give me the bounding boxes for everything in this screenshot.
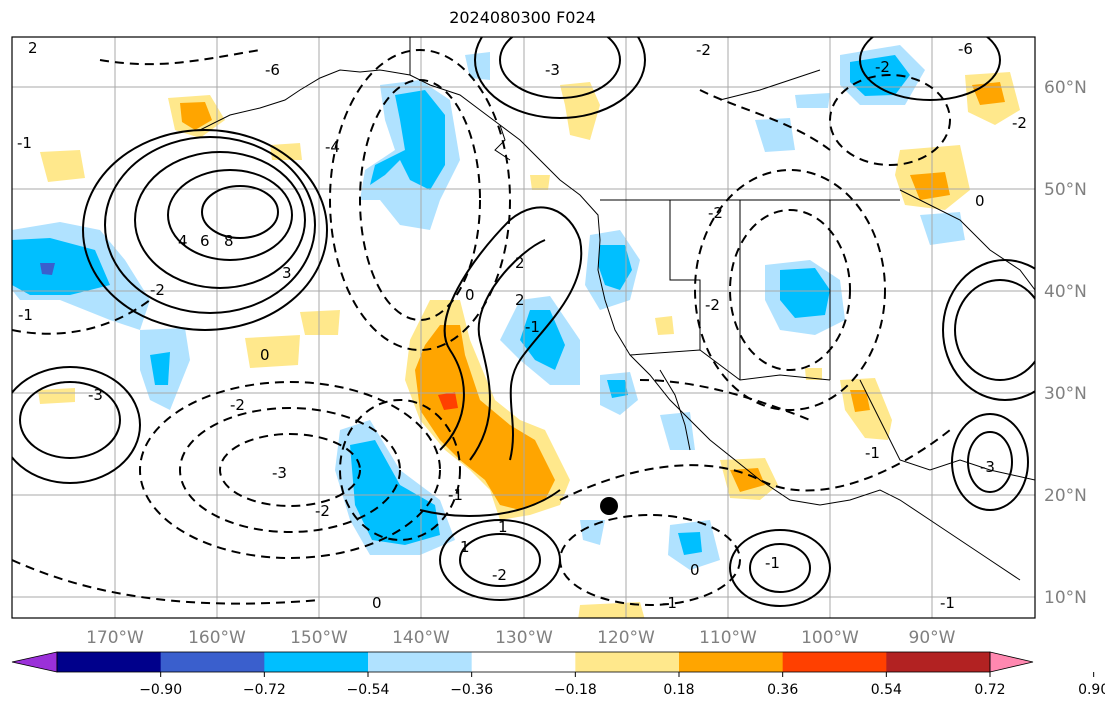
colorbar-tick-label: 0.90 xyxy=(1078,682,1105,698)
contour-label: 0 xyxy=(260,346,270,364)
contour-label: -2 xyxy=(492,566,507,584)
contour-label: -2 xyxy=(708,204,723,222)
contour-label: -2 xyxy=(315,502,330,520)
map-frame xyxy=(11,36,1036,619)
colorbar-tick-label: −0.36 xyxy=(450,682,493,698)
contour-label: 0 xyxy=(465,286,475,304)
contour-label: -2 xyxy=(1012,114,1027,132)
contour-label: -1 xyxy=(765,554,780,572)
contour-label: 3 xyxy=(282,264,292,282)
lon-label: 130°W xyxy=(495,628,553,648)
lat-label: 30°N xyxy=(1044,384,1087,404)
contour-label: -1 xyxy=(448,486,463,504)
colorbar-tick-label: −0.72 xyxy=(243,682,286,698)
contour-label: 0 xyxy=(975,192,985,210)
contour-label: -3 xyxy=(272,464,287,482)
lon-label: 140°W xyxy=(392,628,450,648)
lon-label: 110°W xyxy=(699,628,757,648)
contour-label: -1 xyxy=(940,594,955,612)
colorbar-swatch xyxy=(160,652,265,672)
colorbar-frame xyxy=(56,651,991,673)
colorbar-swatch xyxy=(886,652,991,672)
lon-label: 90°W xyxy=(909,628,956,648)
lat-label: 10°N xyxy=(1044,588,1087,608)
contour-label: 6 xyxy=(200,232,210,250)
contour-label: 8 xyxy=(224,232,234,250)
contour-labels: 2 -2 -6 -2 -3 -1 4 6 8 3 -4 -3 -2 0 2 -2… xyxy=(17,39,1027,612)
colorbar-tick-label: 0.72 xyxy=(974,682,1005,698)
colorbar-extend-low xyxy=(11,651,58,673)
contour-label: 4 xyxy=(178,232,188,250)
contour-label: -6 xyxy=(265,61,280,79)
colorbar-tick-label: −0.90 xyxy=(139,682,182,698)
lon-label: 120°W xyxy=(597,628,655,648)
colorbar-tick-label: −0.18 xyxy=(554,682,597,698)
lat-label: 20°N xyxy=(1044,486,1087,506)
lat-label: 60°N xyxy=(1044,78,1087,98)
contour-label: 2 xyxy=(28,39,38,57)
contour-label: -6 xyxy=(958,40,973,58)
contour-label: -3 xyxy=(980,458,995,476)
contour-label: -4 xyxy=(325,138,340,156)
contour-label: 1 xyxy=(460,538,470,556)
colorbar-swatch xyxy=(575,652,680,672)
negative-shading xyxy=(12,45,965,570)
contour-label: -2 xyxy=(875,58,890,76)
latitude-labels: 60°N 50°N 40°N 30°N 20°N 10°N xyxy=(1044,78,1087,608)
storm-center-dot xyxy=(600,497,618,515)
positive-shading xyxy=(38,72,1020,618)
colorbar-swatch xyxy=(57,652,162,672)
lon-label: 170°W xyxy=(86,628,144,648)
contour-label: -3 xyxy=(545,61,560,79)
lon-label: 150°W xyxy=(290,628,348,648)
contour-label: -3 xyxy=(88,386,103,404)
colorbar-swatch xyxy=(471,652,576,672)
contour-label: 0 xyxy=(372,594,382,612)
contour-label: -1 xyxy=(18,306,33,324)
colorbar-ticks: −0.90 −0.72 −0.54 −0.36 −0.18 0.18 0.36 0.54 0.7… xyxy=(139,672,1105,698)
contour-label: 1 xyxy=(498,518,508,536)
contour-label: -1 xyxy=(865,444,880,462)
colorbar-swatch xyxy=(264,652,369,672)
graticule xyxy=(12,37,1035,618)
lon-label: 100°W xyxy=(801,628,859,648)
colorbar-tick-label: 0.36 xyxy=(767,682,798,698)
colorbar xyxy=(11,651,1034,673)
lat-label: 40°N xyxy=(1044,282,1087,302)
solid-contours xyxy=(12,37,1035,607)
contour-label: -1 xyxy=(17,134,32,152)
lon-label: 160°W xyxy=(188,628,246,648)
contour-label: -2 xyxy=(696,41,711,59)
contour-label: -2 xyxy=(150,281,165,299)
colorbar-swatch xyxy=(679,652,784,672)
coastlines xyxy=(199,37,1035,581)
contour-label: 0 xyxy=(690,561,700,579)
longitude-labels: 170°W 160°W 150°W 140°W 130°W 120°W 110°… xyxy=(86,628,956,648)
colorbar-tick-label: 0.18 xyxy=(663,682,694,698)
contour-label: -2 xyxy=(705,296,720,314)
lat-label: 50°N xyxy=(1044,180,1087,200)
contour-label: 2 xyxy=(515,254,525,272)
contour-label: -2 xyxy=(230,396,245,414)
map-title: 2024080300 F024 xyxy=(449,8,596,27)
contour-label: -1 xyxy=(525,318,540,336)
colorbar-swatch xyxy=(782,652,887,672)
colorbar-tick-label: −0.54 xyxy=(347,682,390,698)
contour-label: -1 xyxy=(662,594,677,612)
contour-label: 2 xyxy=(515,291,525,309)
colorbar-swatch xyxy=(368,652,473,672)
dashed-contours xyxy=(12,49,951,606)
colorbar-extend-high xyxy=(989,651,1034,673)
colorbar-tick-label: 0.54 xyxy=(871,682,902,698)
